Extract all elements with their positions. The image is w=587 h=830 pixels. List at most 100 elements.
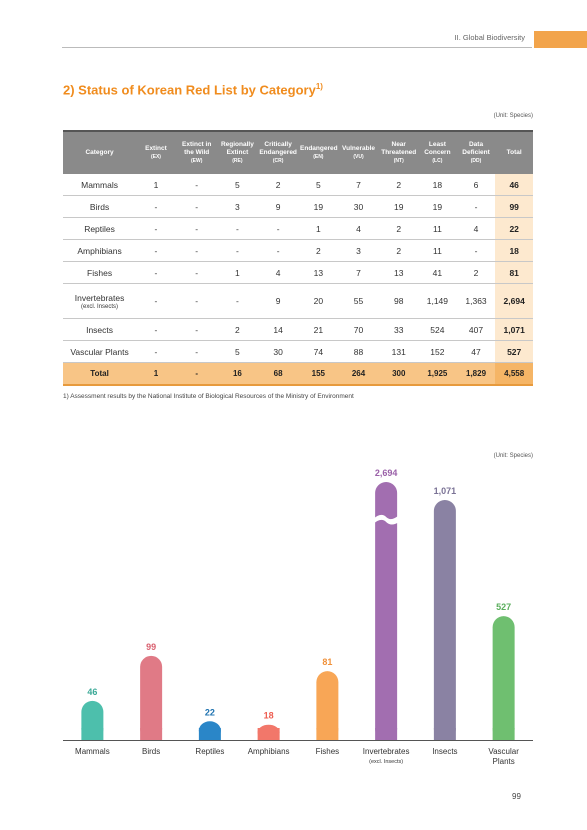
table-cell: - xyxy=(217,217,258,240)
row-category: Insects xyxy=(63,318,137,341)
table-cell: - xyxy=(175,283,218,319)
category-label: Insects xyxy=(432,747,457,756)
column-header-abbr: (VU) xyxy=(353,154,364,161)
column-header-abbr: (EW) xyxy=(190,158,203,165)
column-header-label: Near Threatened xyxy=(381,141,417,156)
table-cell: - xyxy=(217,239,258,262)
table-cell: 524 xyxy=(418,318,457,341)
table-cell: 19 xyxy=(299,195,338,218)
section-title: 2) Status of Korean Red List by Category… xyxy=(63,82,323,98)
table-cell: 3 xyxy=(217,195,258,218)
table-cell: 6 xyxy=(456,174,496,196)
row-total: 527 xyxy=(495,340,533,363)
table-cell: 131 xyxy=(379,340,419,363)
table-cell: 1 xyxy=(217,261,258,284)
page-number: 99 xyxy=(512,792,521,801)
row-total: 4,558 xyxy=(495,362,533,386)
data-label: 99 xyxy=(146,642,156,652)
column-header-label: Vulnerable xyxy=(342,144,376,152)
table-cell: 1 xyxy=(299,217,338,240)
table-cell: 1,149 xyxy=(418,283,457,319)
column-header-abbr: (DD) xyxy=(470,158,482,165)
category-label: Mammals xyxy=(75,747,110,756)
table-header-row: Category Extinct (EX) Extinct in the Wild (E… xyxy=(63,130,533,174)
table-cell: 2 xyxy=(379,174,419,196)
data-label: 1,071 xyxy=(434,486,457,496)
table-cell: 19 xyxy=(379,195,419,218)
data-label: 81 xyxy=(322,657,332,667)
table-cell: 41 xyxy=(418,261,457,284)
bar-base xyxy=(198,728,221,740)
table-cell: 3 xyxy=(337,239,380,262)
table-cell: - xyxy=(175,340,218,363)
data-label: 527 xyxy=(496,602,511,612)
table-cell: 4 xyxy=(337,217,380,240)
table-cell: - xyxy=(175,195,218,218)
footnote: 1) Assessment results by the National In… xyxy=(63,393,354,400)
table-cell: 4 xyxy=(456,217,496,240)
row-total: 81 xyxy=(495,261,533,284)
table-cell: 1 xyxy=(136,362,176,386)
row-category-label: Insects xyxy=(86,324,114,335)
bar-base xyxy=(140,728,163,740)
table-cell: 74 xyxy=(299,340,338,363)
table-cell: 5 xyxy=(299,174,338,196)
row-category-label: Invertebrates xyxy=(74,292,125,303)
column-header-abbr: (EN) xyxy=(313,154,324,161)
table-cell: 5 xyxy=(217,174,258,196)
table-cell: 11 xyxy=(418,239,457,262)
header-tab xyxy=(534,31,587,48)
table-row: Invertebrates (excl. Insects) - - -9 20 55 98 1,… xyxy=(63,283,533,319)
table-cell: 2 xyxy=(299,239,338,262)
row-category-label: Vascular Plants xyxy=(70,346,129,357)
row-category-label: Mammals xyxy=(81,179,118,190)
row-total: 1,071 xyxy=(495,318,533,341)
table-cell: - xyxy=(136,340,176,363)
table-cell: 14 xyxy=(257,318,300,341)
table-cell: 11 xyxy=(418,217,457,240)
table-row: Vascular Plants - -5 30 74 88 131 152 47 527 xyxy=(63,340,533,363)
bar xyxy=(492,616,515,740)
table-cell: - xyxy=(136,318,176,341)
table-cell: 9 xyxy=(257,195,300,218)
column-header: Regionally Extinct (RE) xyxy=(217,130,258,174)
table-cell: 98 xyxy=(379,283,419,319)
bar-base xyxy=(316,728,339,740)
table-cell: - xyxy=(175,217,218,240)
row-category: Total xyxy=(63,362,137,386)
table-row: Mammals 1-5 2 5 7 2 18 6 46 xyxy=(63,174,533,196)
table-cell: 1,925 xyxy=(418,362,457,386)
row-category-label: Fishes xyxy=(87,267,113,278)
table-cell: 2 xyxy=(379,239,419,262)
category-label: Amphibians xyxy=(248,747,290,756)
column-header-label: Extinct xyxy=(145,144,167,152)
table-cell: - xyxy=(175,318,218,341)
table-cell: 68 xyxy=(257,362,300,386)
bar-base xyxy=(81,728,104,740)
table-cell: 19 xyxy=(418,195,457,218)
table-cell: - xyxy=(136,217,176,240)
row-total: 99 xyxy=(495,195,533,218)
table-cell: 2 xyxy=(217,318,258,341)
column-header: Endangered (EN) xyxy=(299,130,338,174)
table-cell: 16 xyxy=(217,362,258,386)
column-header-label: Extinct in the Wild xyxy=(182,141,212,156)
category-label: Vascular xyxy=(488,747,519,756)
row-total: 22 xyxy=(495,217,533,240)
category-sublabel: (excl. Insects) xyxy=(369,759,403,765)
table-cell: 1,829 xyxy=(456,362,496,386)
title-footnote-ref: 1) xyxy=(315,82,323,91)
data-label: 22 xyxy=(205,707,215,717)
row-category-label: Reptiles xyxy=(84,223,115,234)
column-header: Critically Endangered (CR) xyxy=(257,130,300,174)
table-cell: 4 xyxy=(257,261,300,284)
chart-unit: (Unit: Species) xyxy=(493,453,533,459)
column-header: Near Threatened (NT) xyxy=(379,130,419,174)
bar xyxy=(433,500,456,740)
axis-break-mark xyxy=(373,514,400,525)
row-total: 18 xyxy=(495,239,533,262)
column-header: Data Deficient (DD) xyxy=(456,130,496,174)
table-cell: 21 xyxy=(299,318,338,341)
column-header-abbr: (RE) xyxy=(232,158,243,165)
table-cell: 7 xyxy=(337,174,380,196)
